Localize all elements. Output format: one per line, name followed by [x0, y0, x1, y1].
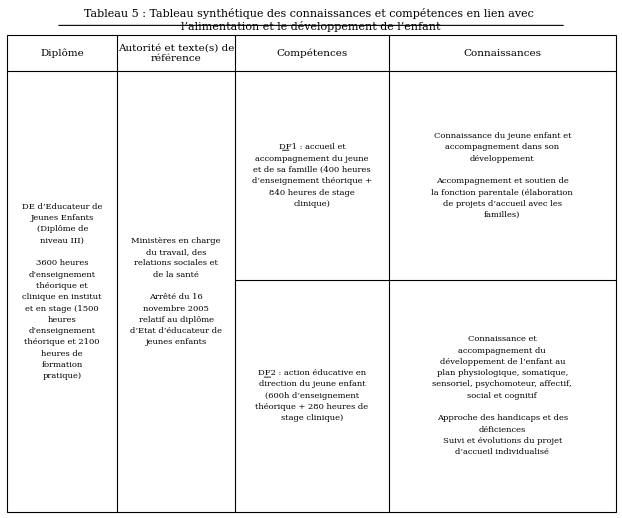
Text: Ministères en charge
du travail, des
relations sociales et
de la santé

Arrêté d: Ministères en charge du travail, des rel…: [130, 237, 222, 347]
Text: Compétences: Compétences: [276, 49, 348, 58]
Text: Diplôme: Diplôme: [40, 49, 84, 58]
Text: Connaissances: Connaissances: [463, 49, 541, 58]
Text: DF2 : action éducative en
direction du jeune enfant
(600h d’enseignement
théoriq: DF2 : action éducative en direction du j…: [256, 369, 368, 422]
Text: Tableau 5 : Tableau synthétique des connaissances et compétences en lien avec 
l: Tableau 5 : Tableau synthétique des conn…: [85, 8, 537, 32]
Text: Autorité et texte(s) de
référence: Autorité et texte(s) de référence: [118, 44, 234, 63]
Text: Connaissance du jeune enfant et
accompagnement dans son
développement

Accompagn: Connaissance du jeune enfant et accompag…: [432, 132, 573, 219]
Text: DE d’Educateur de
Jeunes Enfants
(Diplôme de
niveau III)

3600 heures
d’enseigne: DE d’Educateur de Jeunes Enfants (Diplôm…: [22, 203, 103, 380]
Text: Connaissance et
accompagnement du
développement de l’enfant au
plan physiologiqu: Connaissance et accompagnement du dévelo…: [432, 335, 572, 456]
Text: DF1 : accueil et
accompagnement du jeune
et de sa famille (400 heures
d’enseigne: DF1 : accueil et accompagnement du jeune…: [252, 143, 372, 208]
